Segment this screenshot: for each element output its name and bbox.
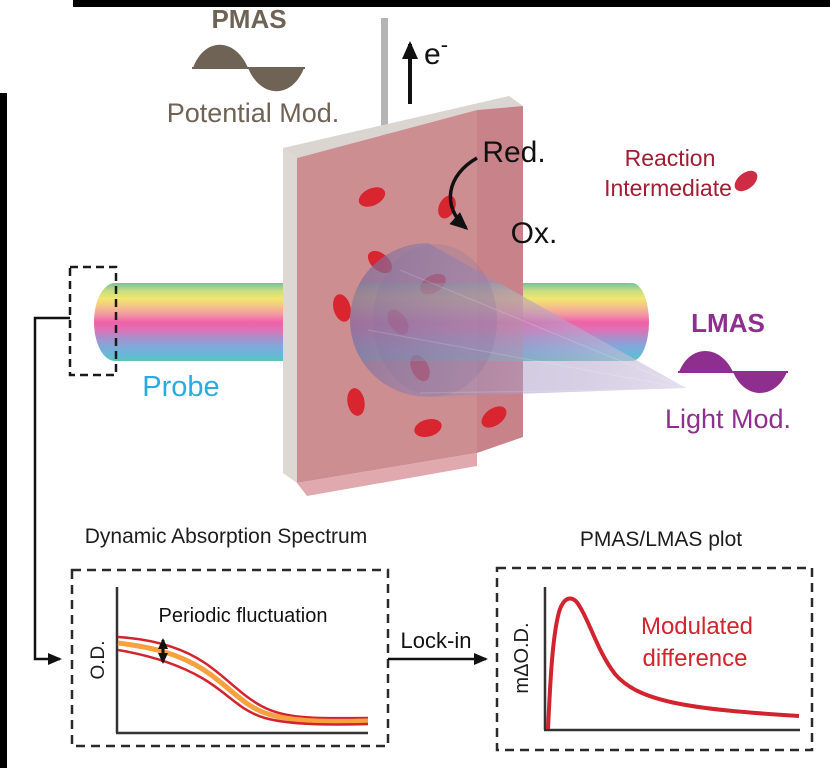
reaction-intermediate-label-line1: Reaction — [625, 145, 716, 171]
slab-top-bevel — [283, 96, 523, 158]
electron-label: e- — [424, 32, 448, 71]
pmas-sine-wave-icon — [192, 44, 305, 92]
dynamic-absorption-spectrum-panel: Dynamic Absorption Spectrum O.D. Periodi… — [70, 525, 390, 748]
spectrum-lower-envelope-curve — [117, 648, 369, 726]
reaction-intermediate-particle — [414, 419, 442, 437]
lock-in-label: Lock-in — [401, 628, 472, 653]
modulated-difference-curve — [546, 596, 800, 730]
figure-border-top — [73, 0, 830, 7]
probe-beam-end-cap — [615, 283, 649, 361]
pmas-caption: Potential Mod. — [167, 98, 340, 128]
probe-to-plot-connector-arrow — [33, 316, 70, 665]
reaction-intermediate-legend-icon — [734, 170, 758, 192]
reaction-intermediate-particle — [481, 406, 507, 428]
slab-bottom-bevel — [297, 453, 477, 496]
reaction-intermediate-particle — [358, 187, 386, 207]
pmas-title: PMAS — [211, 4, 286, 34]
probe-label: Probe — [142, 371, 219, 403]
reaction-intermediate-particle — [333, 294, 351, 322]
oxidized-label: Ox. — [511, 217, 558, 250]
left-plot-annotation: Periodic fluctuation — [159, 605, 328, 627]
electrode-rod — [381, 18, 388, 138]
right-plot-note-line1: Modulated — [641, 613, 753, 640]
right-plot-title: PMAS/LMAS plot — [580, 528, 742, 551]
slab-left-bevel — [283, 148, 297, 483]
cone-mouth-rim — [373, 244, 497, 396]
redox-arrow — [448, 156, 478, 230]
reaction-intermediate-legend: Reaction Intermediate — [604, 145, 758, 201]
probe-selection-box — [68, 265, 118, 377]
right-plot-note-line2: difference — [643, 645, 748, 672]
transmitted-light-cone — [350, 243, 686, 397]
reduced-label: Red. — [482, 136, 545, 169]
left-plot-dashed-frame — [70, 568, 390, 748]
right-plot-y-label: mΔO.D. — [511, 622, 533, 693]
pmas-lmas-plot-panel: PMAS/LMAS plot mΔO.D. Modulated differen… — [495, 528, 814, 752]
lmas-sine-wave-icon — [678, 351, 788, 393]
lmas-title: LMAS — [691, 308, 765, 338]
reaction-intermediate-particle — [347, 388, 365, 416]
left-plot-title: Dynamic Absorption Spectrum — [85, 525, 367, 548]
lmas-caption: Light Mod. — [665, 404, 791, 434]
figure-border-left — [0, 93, 7, 768]
probe-beam-left-section — [94, 283, 305, 361]
reaction-intermediate-label-line2: Intermediate — [604, 175, 732, 201]
left-plot-y-label: O.D. — [88, 640, 109, 679]
right-plot-dashed-frame — [495, 566, 814, 752]
spectrum-mean-curve — [117, 640, 369, 724]
